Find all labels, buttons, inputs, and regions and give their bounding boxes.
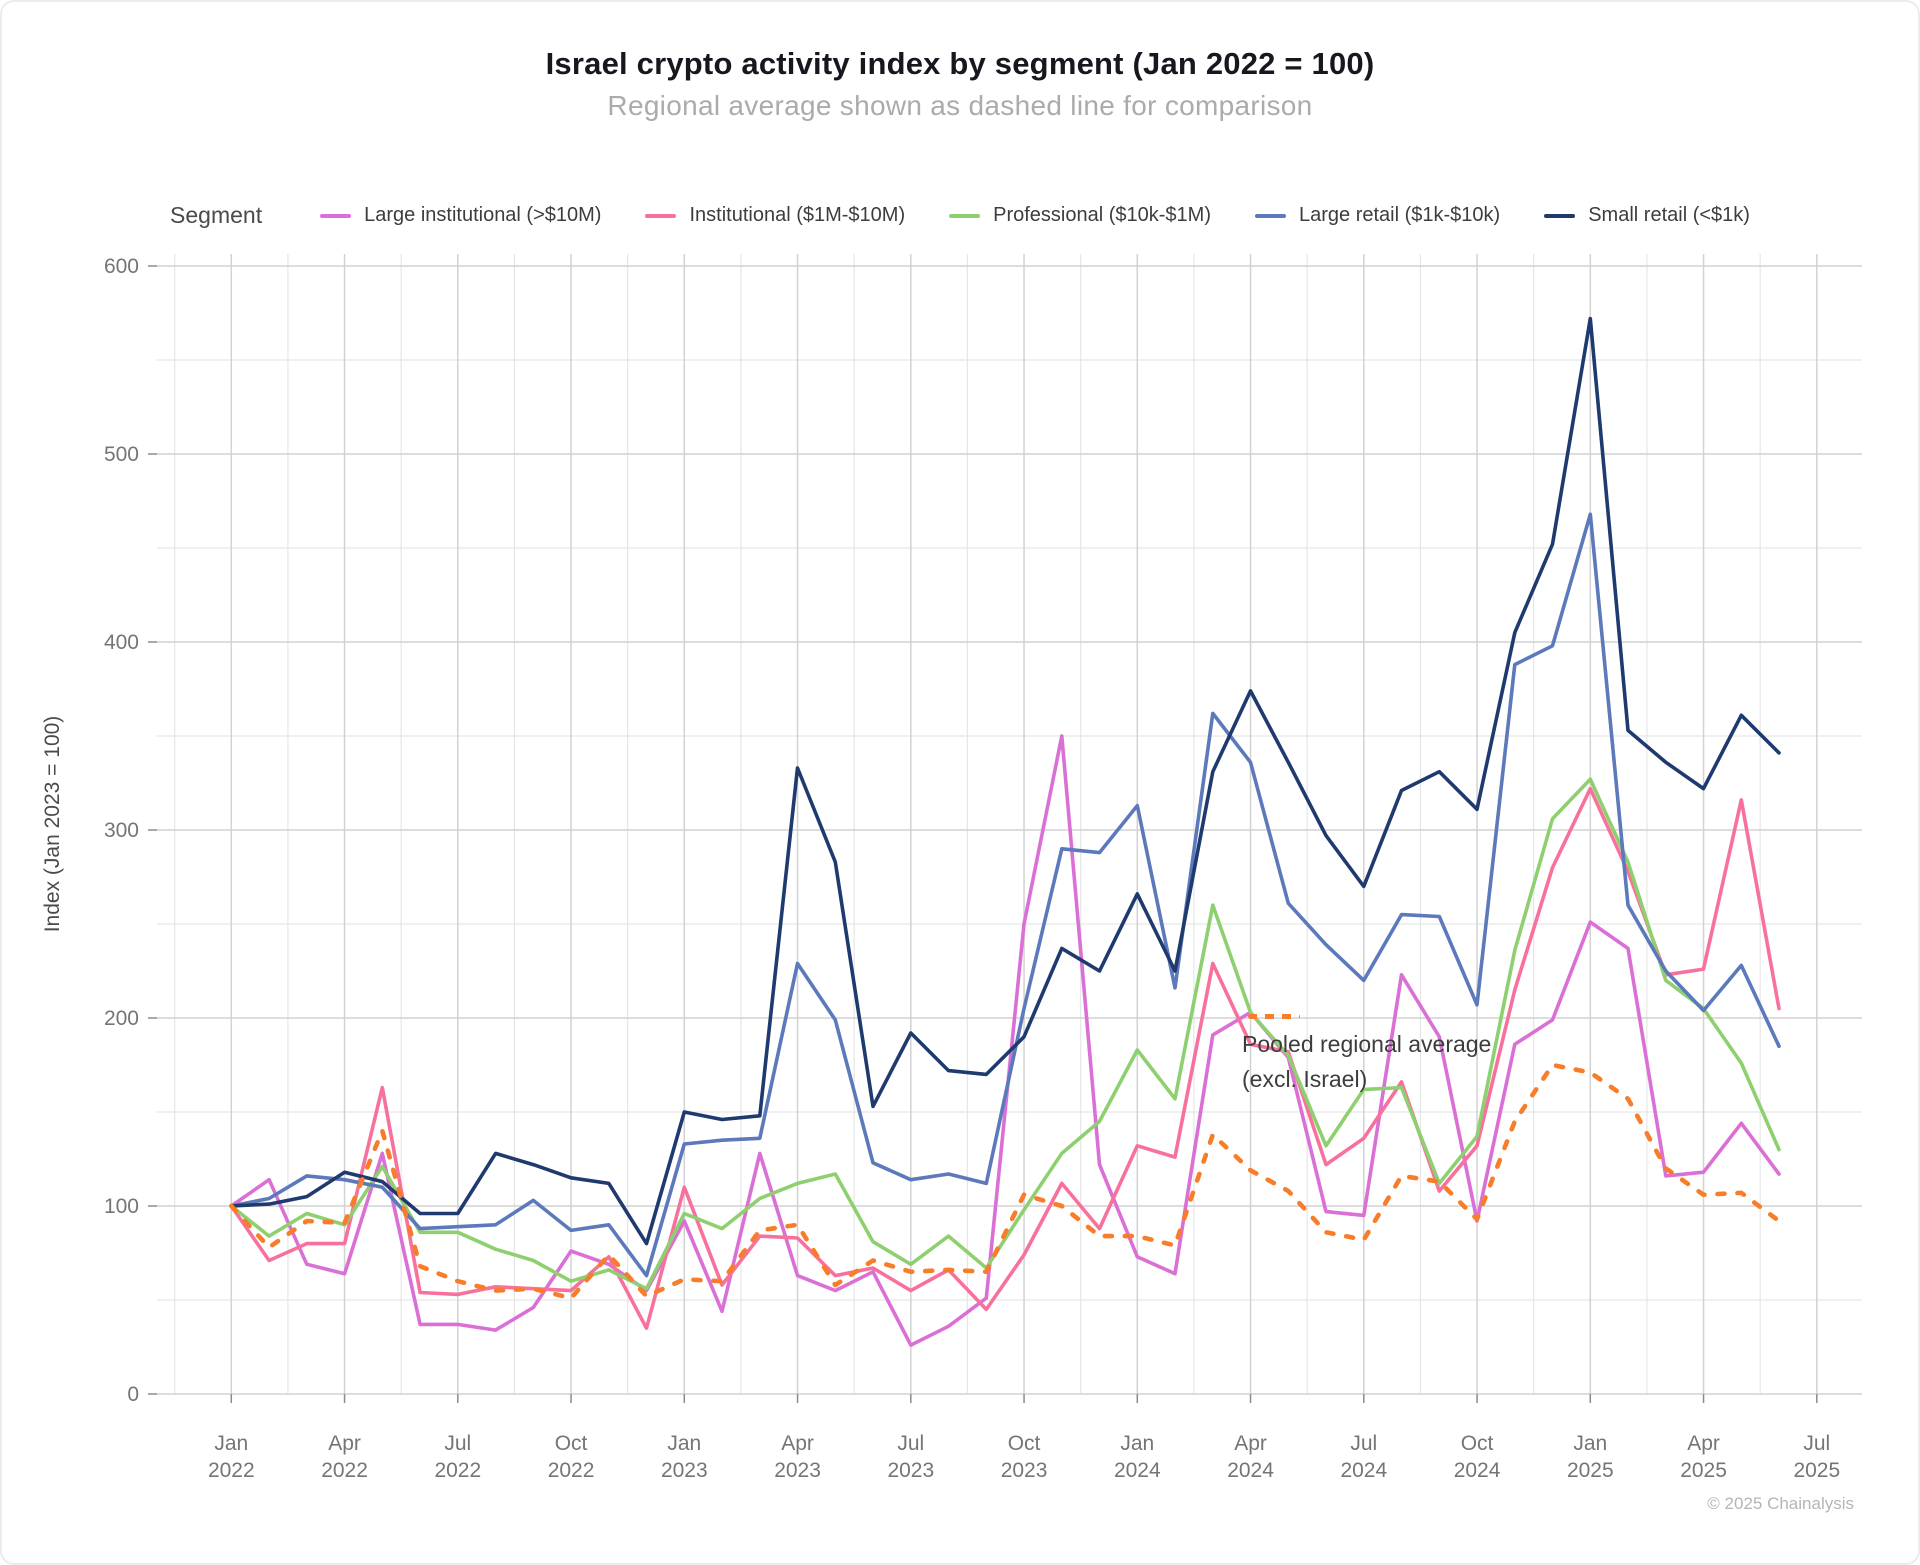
annotation-line1: Pooled regional average xyxy=(1242,1031,1492,1057)
y-axis-title: Index (Jan 2023 = 100) xyxy=(41,716,64,933)
svg-text:2022: 2022 xyxy=(548,1459,595,1482)
legend-item-large-institutional[interactable]: Large institutional (>$10M) xyxy=(320,204,601,227)
svg-text:Jul: Jul xyxy=(1350,1432,1377,1455)
svg-text:2024: 2024 xyxy=(1227,1459,1274,1482)
legend-swatch xyxy=(1544,213,1576,218)
legend-item-label: Small retail (<$1k) xyxy=(1588,204,1750,226)
x-tick-labels: Jan 2022 Apr 2022 Jul 2022 Oct 2022 Jan 2023 Apr 20… xyxy=(208,1432,1840,1482)
svg-text:2023: 2023 xyxy=(887,1459,934,1482)
legend: Segment Large institutional (>$10M) Inst… xyxy=(2,202,1918,229)
chart-title: Israel crypto activity index by segment … xyxy=(545,46,1375,81)
legend-item-label: Institutional ($1M-$10M) xyxy=(689,204,906,226)
legend-swatch xyxy=(1255,213,1286,218)
chart-subtitle: Regional average shown as dashed line fo… xyxy=(607,90,1313,121)
legend-item-large-retail[interactable]: Large retail ($1k-$10k) xyxy=(1255,204,1500,227)
svg-text:500: 500 xyxy=(104,443,139,466)
svg-text:Apr: Apr xyxy=(1687,1432,1720,1455)
legend-item-label: Large institutional (>$10M) xyxy=(364,204,602,226)
axis-ticks xyxy=(148,265,1818,1403)
svg-text:Apr: Apr xyxy=(781,1432,814,1455)
svg-text:2024: 2024 xyxy=(1340,1459,1387,1482)
svg-text:Oct: Oct xyxy=(1461,1432,1494,1455)
series-large-institutional-10m- xyxy=(229,734,1781,1347)
svg-text:Jul: Jul xyxy=(897,1432,924,1455)
series-professional-10k-1m- xyxy=(229,777,1781,1291)
svg-text:2024: 2024 xyxy=(1114,1459,1161,1482)
svg-text:100: 100 xyxy=(104,1195,139,1218)
svg-text:300: 300 xyxy=(104,819,139,842)
legend-item-label: Large retail ($1k-$10k) xyxy=(1299,204,1501,226)
legend-swatch xyxy=(949,213,981,218)
svg-text:Jul: Jul xyxy=(444,1432,471,1455)
svg-text:Oct: Oct xyxy=(1008,1432,1041,1455)
svg-text:2024: 2024 xyxy=(1454,1459,1501,1482)
legend-swatch xyxy=(320,213,352,218)
copyright-note: © 2025 Chainalysis xyxy=(1707,1494,1854,1513)
svg-text:2022: 2022 xyxy=(208,1459,255,1482)
svg-text:2022: 2022 xyxy=(321,1459,368,1482)
svg-text:Jan: Jan xyxy=(1120,1432,1154,1455)
svg-text:200: 200 xyxy=(104,1007,139,1030)
legend-swatch xyxy=(645,213,677,218)
svg-text:0: 0 xyxy=(127,1383,139,1406)
svg-text:400: 400 xyxy=(104,631,139,654)
series-large-retail-1k-10k- xyxy=(229,512,1781,1278)
svg-text:2025: 2025 xyxy=(1680,1459,1727,1482)
svg-text:2025: 2025 xyxy=(1567,1459,1614,1482)
annotation-line2: (excl. Israel) xyxy=(1242,1066,1368,1092)
svg-text:2023: 2023 xyxy=(774,1459,821,1482)
grid-major xyxy=(157,254,1862,1395)
svg-text:2025: 2025 xyxy=(1793,1459,1840,1482)
regional-average-annotation: Pooled regional average (excl. Israel) xyxy=(1242,1014,1491,1097)
series-lines xyxy=(229,316,1782,1347)
svg-text:Jul: Jul xyxy=(1803,1432,1830,1455)
grid-minor xyxy=(157,254,1862,1394)
series-small-retail-1k- xyxy=(229,316,1781,1246)
svg-text:600: 600 xyxy=(104,255,139,278)
series-pooled-regional-average-excl-israel- xyxy=(229,1062,1782,1301)
legend-item-institutional[interactable]: Institutional ($1M-$10M) xyxy=(645,204,905,227)
svg-text:Apr: Apr xyxy=(328,1432,361,1455)
svg-text:Jan: Jan xyxy=(1573,1432,1607,1455)
legend-item-professional[interactable]: Professional ($10k-$1M) xyxy=(949,204,1211,227)
svg-text:Oct: Oct xyxy=(555,1432,588,1455)
legend-title: Segment xyxy=(170,202,263,228)
dashed-line-key xyxy=(1248,1014,1300,1019)
y-tick-labels: 0 100 200 300 400 500 600 xyxy=(104,255,139,1406)
svg-text:2023: 2023 xyxy=(1001,1459,1048,1482)
svg-text:2023: 2023 xyxy=(661,1459,708,1482)
svg-text:2022: 2022 xyxy=(434,1459,481,1482)
svg-text:Jan: Jan xyxy=(667,1432,701,1455)
svg-text:Apr: Apr xyxy=(1234,1432,1267,1455)
svg-text:Jan: Jan xyxy=(214,1432,248,1455)
series-institutional-1m-10m- xyxy=(229,786,1781,1330)
legend-item-small-retail[interactable]: Small retail (<$1k) xyxy=(1544,204,1750,227)
legend-item-label: Professional ($10k-$1M) xyxy=(993,204,1211,226)
